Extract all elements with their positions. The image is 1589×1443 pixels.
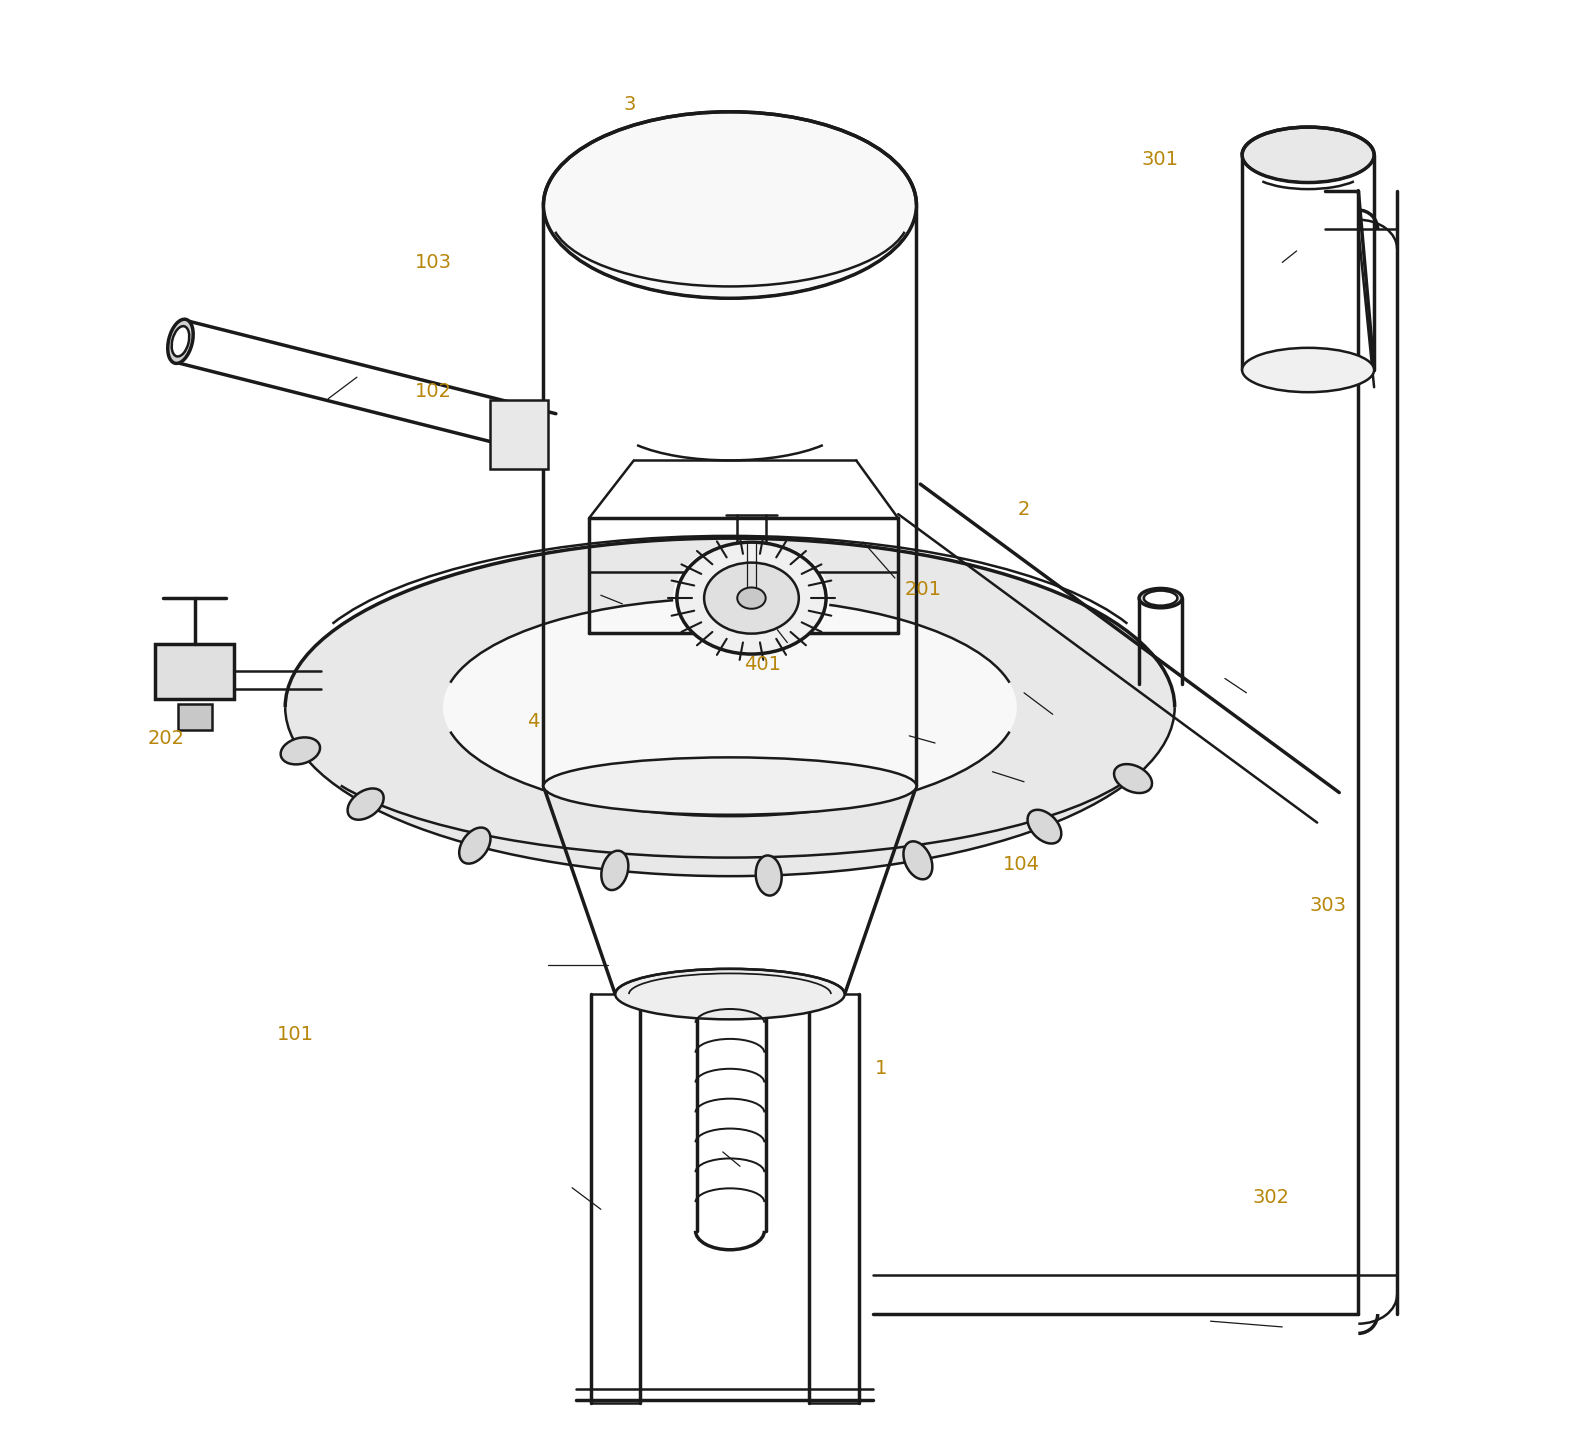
Text: 101: 101 bbox=[276, 1025, 313, 1043]
Ellipse shape bbox=[543, 111, 917, 299]
Ellipse shape bbox=[674, 540, 829, 657]
Ellipse shape bbox=[904, 841, 933, 879]
Text: 202: 202 bbox=[148, 729, 184, 749]
Bar bbox=[178, 704, 211, 730]
Bar bbox=[491, 400, 548, 469]
Ellipse shape bbox=[1243, 127, 1374, 182]
Text: 103: 103 bbox=[415, 253, 451, 271]
Ellipse shape bbox=[443, 597, 1017, 817]
Text: 401: 401 bbox=[744, 655, 782, 674]
Ellipse shape bbox=[543, 758, 917, 815]
Ellipse shape bbox=[704, 563, 799, 633]
Ellipse shape bbox=[677, 543, 826, 654]
Ellipse shape bbox=[459, 827, 491, 864]
Text: 302: 302 bbox=[1252, 1188, 1289, 1208]
Text: 301: 301 bbox=[1142, 150, 1179, 169]
Ellipse shape bbox=[348, 788, 383, 820]
Text: 1: 1 bbox=[874, 1059, 887, 1078]
Ellipse shape bbox=[1144, 590, 1177, 606]
Ellipse shape bbox=[1028, 810, 1061, 844]
Ellipse shape bbox=[601, 851, 628, 890]
Ellipse shape bbox=[1114, 765, 1152, 794]
Text: 104: 104 bbox=[1003, 856, 1039, 874]
Ellipse shape bbox=[1243, 348, 1374, 392]
Ellipse shape bbox=[737, 587, 766, 609]
Text: 201: 201 bbox=[906, 580, 942, 599]
Ellipse shape bbox=[1139, 589, 1182, 608]
Bar bbox=[156, 644, 234, 698]
Ellipse shape bbox=[615, 968, 845, 1019]
Ellipse shape bbox=[168, 319, 194, 364]
Ellipse shape bbox=[172, 326, 189, 356]
Ellipse shape bbox=[284, 538, 1174, 876]
Ellipse shape bbox=[281, 737, 319, 765]
Text: 3: 3 bbox=[623, 95, 636, 114]
Text: 303: 303 bbox=[1309, 896, 1347, 915]
Text: 4: 4 bbox=[528, 711, 540, 732]
Text: 2: 2 bbox=[1019, 499, 1030, 518]
Text: 102: 102 bbox=[415, 382, 451, 401]
Ellipse shape bbox=[756, 856, 782, 896]
Ellipse shape bbox=[553, 606, 907, 808]
